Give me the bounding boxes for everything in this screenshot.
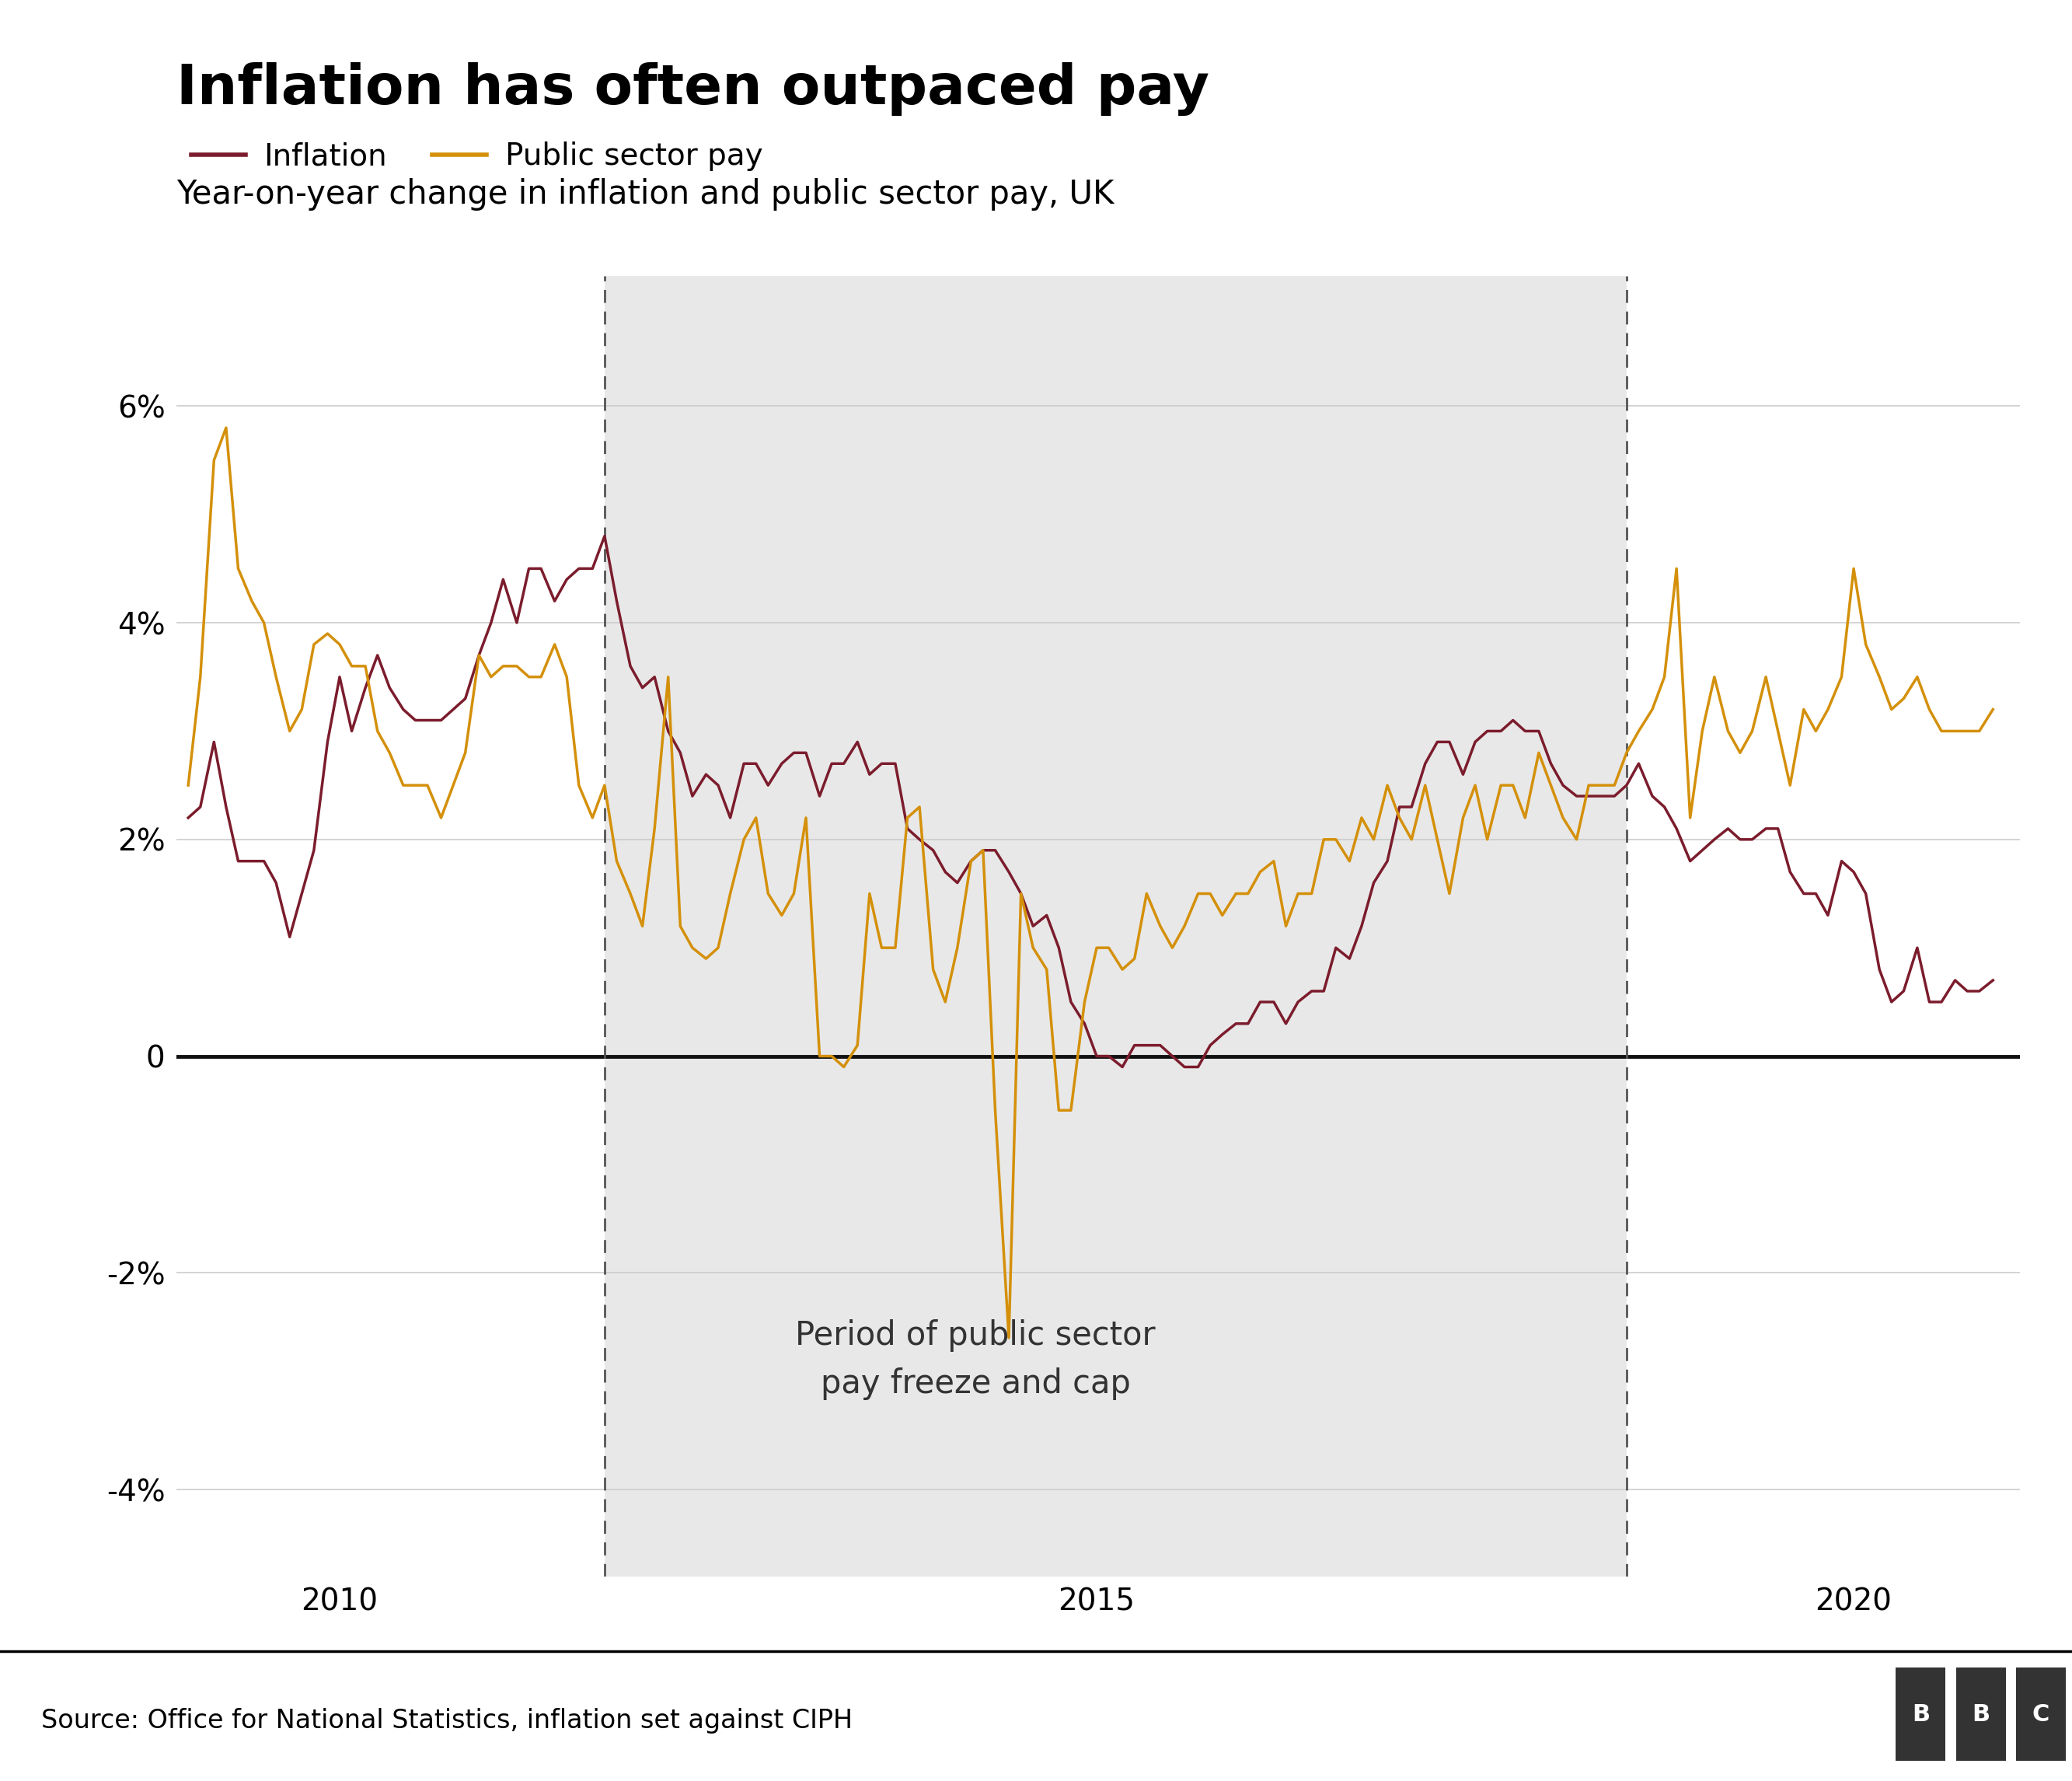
- Bar: [605, 276, 1627, 1576]
- Bar: [1896, 1667, 1946, 1761]
- Text: Source: Office for National Statistics, inflation set against CIPH: Source: Office for National Statistics, …: [41, 1708, 854, 1733]
- Text: Period of public sector
pay freeze and cap: Period of public sector pay freeze and c…: [796, 1320, 1156, 1400]
- Bar: [2016, 1667, 2066, 1761]
- Text: B: B: [1973, 1703, 1989, 1726]
- Legend: Inflation, Public sector pay: Inflation, Public sector pay: [191, 142, 762, 171]
- Text: B: B: [1912, 1703, 1929, 1726]
- Bar: [1956, 1667, 2006, 1761]
- Text: Year-on-year change in inflation and public sector pay, UK: Year-on-year change in inflation and pub…: [176, 178, 1115, 210]
- Text: Inflation has often outpaced pay: Inflation has often outpaced pay: [176, 62, 1208, 116]
- Text: C: C: [2033, 1703, 2049, 1726]
